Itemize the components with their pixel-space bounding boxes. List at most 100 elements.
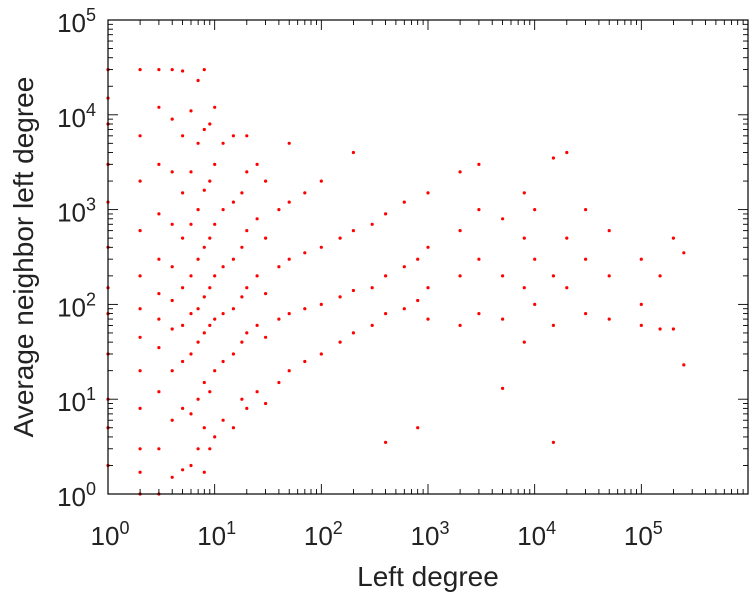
x-tick-label: 101: [197, 518, 236, 551]
scatter-point: [245, 331, 249, 335]
scatter-point: [208, 122, 212, 126]
scatter-point: [221, 418, 225, 422]
scatter-point: [196, 208, 200, 212]
scatter-point: [138, 335, 142, 339]
scatter-point: [303, 191, 307, 195]
scatter-point: [255, 323, 259, 327]
scatter-point: [196, 340, 200, 344]
scatter-point: [202, 295, 206, 299]
scatter-point: [181, 323, 185, 327]
scatter-point: [213, 162, 217, 166]
scatter-point: [370, 222, 374, 226]
scatter-point: [477, 208, 481, 212]
scatter-point: [402, 307, 406, 311]
scatter-point: [157, 162, 161, 166]
y-tick-labels: 100 101 102 103 104 105: [57, 5, 96, 512]
scatter-point: [682, 251, 686, 255]
ticks-layer: [107, 19, 748, 495]
scatter-point: [245, 134, 249, 138]
scatter-point: [426, 317, 430, 321]
scatter-point: [584, 208, 588, 212]
scatter-point: [170, 265, 174, 269]
scatter-point: [522, 236, 526, 240]
scatter-point: [240, 340, 244, 344]
scatter-point: [384, 274, 388, 278]
scatter-point: [255, 274, 259, 278]
x-axis-title: Left degree: [357, 561, 499, 592]
scatter-point: [351, 331, 355, 335]
y-axis-title: Average neighbor left degree: [8, 77, 39, 438]
scatter-point: [189, 222, 193, 226]
scatter-point: [202, 470, 206, 474]
scatter-point: [416, 426, 420, 430]
scatter-point: [287, 312, 291, 316]
scatter-point: [584, 312, 588, 316]
scatter-point: [202, 426, 206, 430]
y-tick-label: 100: [57, 479, 96, 512]
scatter-point: [264, 335, 268, 339]
scatter-point: [189, 312, 193, 316]
scatter-point: [202, 188, 206, 192]
scatter-point: [157, 390, 161, 394]
y-tick-label: 104: [57, 100, 96, 133]
scatter-point: [221, 312, 225, 316]
scatter-point: [501, 317, 505, 321]
scatter-point: [170, 117, 174, 121]
scatter-point: [565, 286, 569, 290]
scatter-point: [607, 229, 611, 233]
scatter-point: [181, 468, 185, 472]
scatter-point: [245, 170, 249, 174]
x-tick-label: 103: [411, 518, 450, 551]
scatter-point: [671, 236, 676, 240]
scatter-point: [501, 386, 505, 390]
x-tick-label: 105: [624, 518, 663, 551]
scatter-point: [170, 222, 174, 226]
scatter-point: [202, 380, 206, 385]
scatter-point: [416, 257, 420, 261]
scatter-point: [138, 307, 142, 311]
scatter-point: [170, 475, 174, 479]
scatter-point: [170, 327, 174, 331]
scatter-point: [138, 369, 142, 373]
x-tick-label: 104: [517, 518, 556, 551]
scatter-point: [303, 307, 307, 311]
scatter-point: [264, 179, 268, 183]
scatter-point: [477, 257, 481, 261]
scatter-point: [426, 245, 430, 249]
scatter-point: [138, 470, 142, 474]
scatter-point: [245, 286, 249, 290]
scatter-point: [319, 245, 323, 249]
scatter-point: [277, 208, 281, 212]
scatter-point: [213, 435, 217, 439]
scatter-point: [384, 312, 388, 316]
scatter-point: [277, 265, 281, 269]
scatter-point: [157, 317, 161, 321]
scatter-point: [208, 286, 212, 290]
scatter-point: [157, 68, 161, 72]
scatter-point: [181, 359, 185, 364]
scatter-point: [157, 292, 161, 296]
scatter-point: [277, 380, 281, 385]
scatter-point: [189, 274, 193, 278]
scatter-point: [477, 312, 481, 316]
scatter-point: [181, 236, 185, 240]
scatter-point: [189, 352, 193, 356]
scatter-point: [287, 200, 291, 204]
scatter-point: [208, 447, 212, 451]
scatter-point: [264, 292, 268, 296]
scatter-point: [522, 340, 526, 344]
scatter-point: [221, 359, 225, 364]
scatter-point: [213, 105, 217, 109]
scatter-point: [255, 390, 259, 394]
scatter-point: [245, 229, 249, 233]
scatter-point: [551, 323, 556, 327]
scatter-point: [458, 323, 462, 327]
scatter-point: [658, 327, 662, 331]
scatter-point: [196, 141, 200, 145]
scatter-point: [170, 298, 174, 303]
scatter-point: [551, 440, 556, 444]
scatter-point: [551, 156, 556, 160]
scatter-point: [501, 274, 505, 278]
scatter-point: [213, 222, 217, 226]
scatter-point: [402, 265, 406, 269]
